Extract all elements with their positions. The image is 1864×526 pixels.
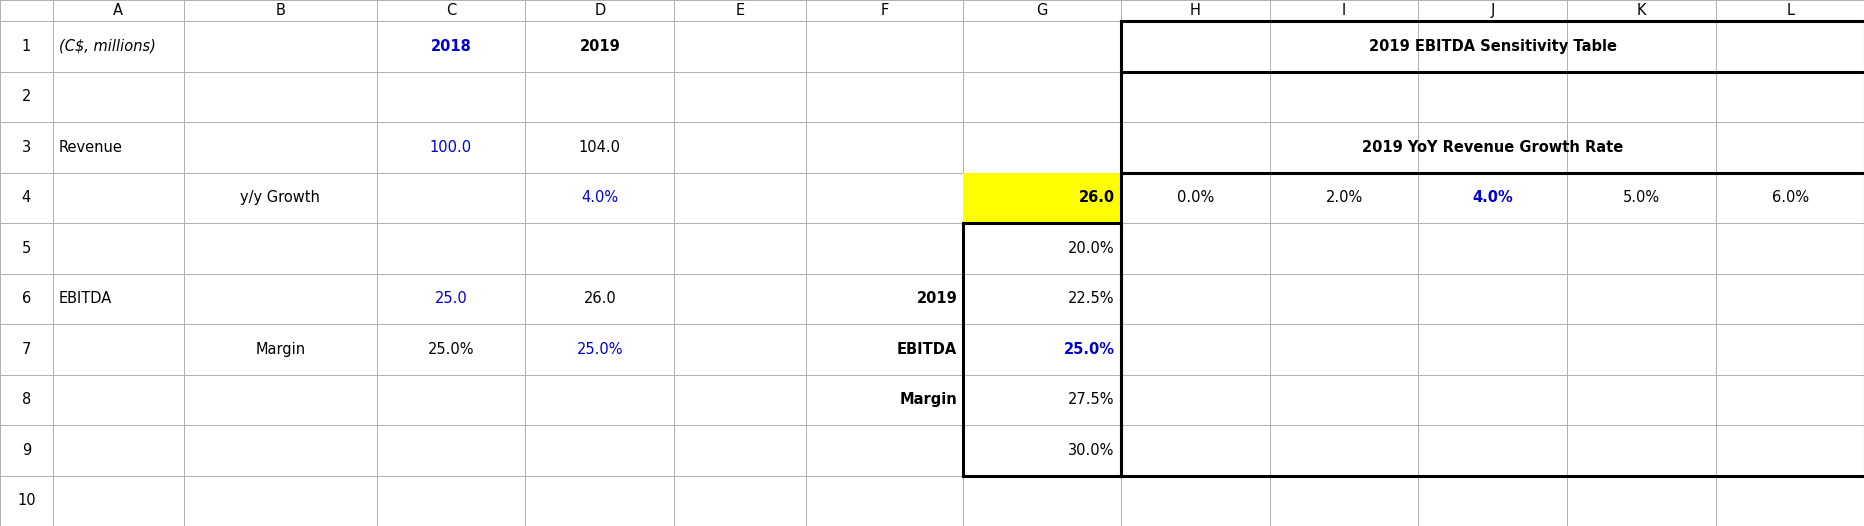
Text: L: L bbox=[1786, 3, 1793, 18]
Text: 25.0%: 25.0% bbox=[1062, 342, 1115, 357]
Text: 2019: 2019 bbox=[915, 291, 956, 306]
Text: G: G bbox=[1036, 3, 1048, 18]
Text: 30.0%: 30.0% bbox=[1068, 443, 1115, 458]
Text: 6: 6 bbox=[22, 291, 32, 306]
Text: E: E bbox=[734, 3, 744, 18]
Text: 2018: 2018 bbox=[431, 39, 472, 54]
Text: 25.0%: 25.0% bbox=[576, 342, 623, 357]
Text: 1: 1 bbox=[22, 39, 32, 54]
Text: EBITDA: EBITDA bbox=[897, 342, 956, 357]
Text: 7: 7 bbox=[22, 342, 32, 357]
Text: 5.0%: 5.0% bbox=[1622, 190, 1659, 205]
Text: H: H bbox=[1189, 3, 1200, 18]
Text: 5: 5 bbox=[22, 241, 32, 256]
Text: 10: 10 bbox=[17, 493, 35, 508]
Text: I: I bbox=[1342, 3, 1346, 18]
Text: 2: 2 bbox=[22, 89, 32, 105]
Text: F: F bbox=[880, 3, 887, 18]
Text: Revenue: Revenue bbox=[58, 140, 123, 155]
Text: 9: 9 bbox=[22, 443, 32, 458]
Text: 2.0%: 2.0% bbox=[1325, 190, 1363, 205]
Text: A: A bbox=[114, 3, 123, 18]
Text: 2019: 2019 bbox=[580, 39, 621, 54]
Text: Margin: Margin bbox=[255, 342, 306, 357]
Bar bbox=[962, 173, 1120, 223]
Text: D: D bbox=[595, 3, 606, 18]
Text: C: C bbox=[445, 3, 457, 18]
Text: 0.0%: 0.0% bbox=[1176, 190, 1213, 205]
Text: 25.0: 25.0 bbox=[434, 291, 468, 306]
Text: 104.0: 104.0 bbox=[578, 140, 621, 155]
Text: 4.0%: 4.0% bbox=[1473, 190, 1512, 205]
Text: 6.0%: 6.0% bbox=[1771, 190, 1808, 205]
Text: EBITDA: EBITDA bbox=[58, 291, 112, 306]
Text: y/y Growth: y/y Growth bbox=[240, 190, 321, 205]
Text: B: B bbox=[276, 3, 285, 18]
Text: J: J bbox=[1489, 3, 1495, 18]
Text: (C$, millions): (C$, millions) bbox=[58, 39, 155, 54]
Text: 22.5%: 22.5% bbox=[1068, 291, 1115, 306]
Text: 26.0: 26.0 bbox=[1077, 190, 1115, 205]
Text: 8: 8 bbox=[22, 392, 32, 407]
Text: K: K bbox=[1637, 3, 1646, 18]
Text: 2019 YoY Revenue Growth Rate: 2019 YoY Revenue Growth Rate bbox=[1361, 140, 1624, 155]
Text: 27.5%: 27.5% bbox=[1068, 392, 1115, 407]
Text: 26.0: 26.0 bbox=[583, 291, 615, 306]
Text: 20.0%: 20.0% bbox=[1068, 241, 1115, 256]
Text: 25.0%: 25.0% bbox=[427, 342, 473, 357]
Text: 4.0%: 4.0% bbox=[582, 190, 619, 205]
Text: Margin: Margin bbox=[898, 392, 956, 407]
Text: 3: 3 bbox=[22, 140, 32, 155]
Text: 100.0: 100.0 bbox=[429, 140, 472, 155]
Text: 2019 EBITDA Sensitivity Table: 2019 EBITDA Sensitivity Table bbox=[1368, 39, 1616, 54]
Text: 4: 4 bbox=[22, 190, 32, 205]
